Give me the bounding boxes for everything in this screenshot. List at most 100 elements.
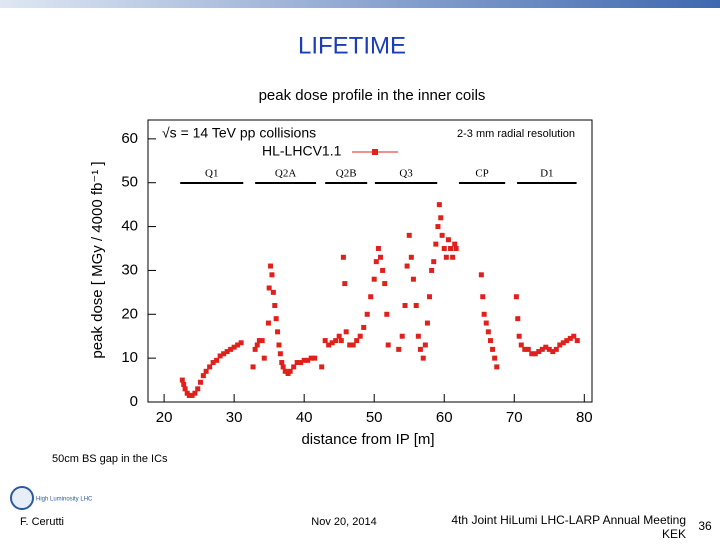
data-point [490,346,496,352]
data-point [256,338,262,344]
data-point [181,381,187,387]
data-point [291,364,297,370]
data-point [338,338,344,344]
data-point [406,232,412,238]
data-point [536,349,542,355]
legend-marker [372,149,378,155]
data-point [250,364,256,370]
data-point [228,346,234,352]
data-point [557,342,563,348]
data-point [480,294,486,300]
data-point [422,342,428,348]
data-point [571,333,577,339]
data-point [266,285,272,291]
data-point [448,246,454,252]
footer-author: F. Cerutti [20,516,64,528]
data-point [410,276,416,282]
y-axis-label: peak dose [ MGy / 4000 fb⁻¹ ] [89,161,106,358]
data-point [210,360,216,366]
magnet-label: CP [475,168,488,180]
data-point [182,386,188,392]
data-point [259,338,265,344]
data-point [273,316,279,322]
data-point [492,355,498,361]
data-point [436,202,442,208]
x-tick-label: 70 [506,409,523,426]
data-point [343,329,349,335]
annotation: 2-3 mm radial resolution [457,128,575,140]
data-point [217,353,223,359]
footer-date: Nov 20, 2014 [311,516,376,528]
data-point [427,294,433,300]
slide-title: LIFETIME [298,32,406,59]
data-point [319,364,325,370]
data-point [574,338,580,344]
data-point [231,344,237,350]
data-point [543,344,549,350]
data-point [268,263,274,269]
data-point [280,364,286,370]
data-point [192,390,198,396]
data-point [481,311,487,317]
data-point [413,303,419,309]
data-point [483,320,489,326]
data-point [221,351,227,357]
data-point [560,340,566,346]
data-point [252,346,258,352]
data-point [214,357,220,363]
data-point [396,346,402,352]
data-point [450,254,456,260]
data-point [380,267,386,273]
magnet-label: D1 [540,168,553,180]
data-point [322,338,328,344]
data-point [515,316,521,322]
data-point [420,355,426,361]
data-point [478,272,484,278]
x-tick-label: 60 [436,409,453,426]
data-point [354,338,360,344]
data-point [189,392,195,398]
data-point [235,342,241,348]
data-point [384,311,390,317]
data-point [417,346,423,352]
page-number: 36 [698,519,712,533]
y-tick-label: 60 [121,130,138,147]
data-point [487,338,493,344]
data-point [494,364,500,370]
data-point [305,357,311,363]
data-point [433,241,439,247]
data-point [408,254,414,260]
data-point [347,342,353,348]
data-point [276,342,282,348]
data-point [429,267,435,273]
data-point [265,320,271,326]
data-point [186,392,192,398]
data-point [399,333,405,339]
data-point [282,368,288,374]
data-point [200,373,206,379]
data-point [203,368,209,374]
data-point [361,324,367,330]
footer-note: 50cm BS gap in the ICs [52,453,168,465]
data-point [532,351,538,357]
data-point [287,368,293,374]
data-point [371,276,377,282]
data-point [415,333,421,339]
data-point [198,379,204,385]
y-tick-label: 20 [121,305,138,322]
data-point [373,259,379,265]
data-point [275,329,281,335]
data-point [378,254,384,260]
data-point [368,294,374,300]
magnet-label: Q2B [336,168,357,180]
data-point [342,281,348,287]
data-point [308,355,314,361]
y-tick-label: 30 [121,261,138,278]
y-tick-label: 40 [121,218,138,235]
data-point [272,303,278,309]
data-point [525,346,531,352]
data-point [326,342,332,348]
data-point [435,224,441,230]
data-point [439,232,445,238]
top-band [0,0,720,8]
